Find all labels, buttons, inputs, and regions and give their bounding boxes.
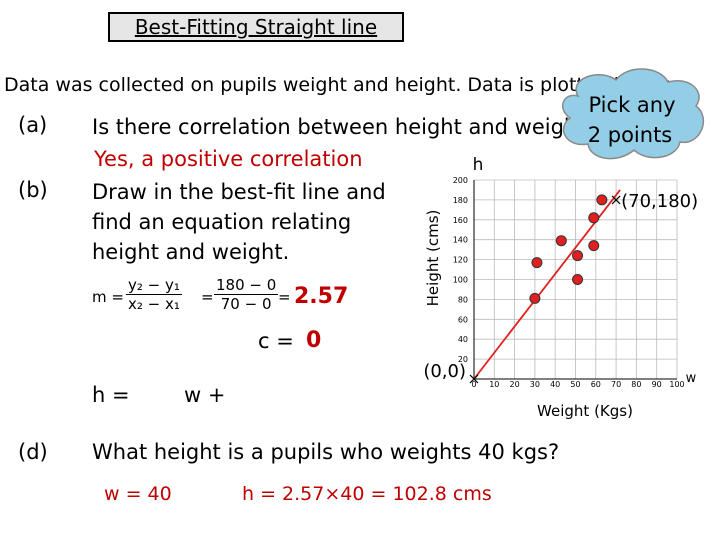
x-tick-label: 20 <box>510 380 520 389</box>
q-label: (b) <box>18 178 48 202</box>
point <box>529 292 541 304</box>
x-tick-label: 80 <box>631 380 641 389</box>
gradient-result: 2.57 <box>294 284 349 309</box>
callout-text: 2 points <box>588 123 673 147</box>
y-axis-label: Height (cms) <box>424 210 442 307</box>
formula-lhs: m = <box>92 288 124 306</box>
x-tick-label: 0 <box>471 380 476 389</box>
title: Best-Fitting Straight line <box>108 12 404 42</box>
fraction: 180 − 0 70 − 0 <box>214 276 279 313</box>
cloud <box>561 68 705 160</box>
answer: Yes, a positive correlation <box>94 147 363 171</box>
y-tick-label: 120 <box>453 256 468 265</box>
q-text: Is there correlation between height and … <box>92 115 597 139</box>
y-tick-label: 100 <box>453 276 468 285</box>
x-tick-label: 90 <box>652 380 662 389</box>
intro: Data was collected on pupils weight and … <box>4 74 670 96</box>
point <box>572 274 584 285</box>
annotation: (0,0) <box>423 361 466 382</box>
x-tick-label: 10 <box>489 380 499 389</box>
numerator: 180 − 0 <box>214 276 279 295</box>
intercept-label: c = <box>258 329 294 353</box>
equation-w: w + <box>184 383 226 407</box>
x-axis-label: Weight (Kgs) <box>537 402 633 420</box>
point <box>588 240 600 252</box>
y-tick-label: 60 <box>458 315 468 324</box>
point-cross <box>611 195 621 205</box>
x-tick-label: 30 <box>530 380 540 389</box>
point <box>572 250 584 262</box>
point <box>531 257 543 269</box>
point <box>588 212 600 224</box>
intercept-value: 0 <box>306 328 322 353</box>
denominator: x₂ − x₁ <box>128 295 180 313</box>
q-text: find an equation relating <box>92 210 352 234</box>
y-tick-label: 200 <box>453 176 468 185</box>
x-tick-label: 60 <box>591 380 601 389</box>
working-given: w = 40 <box>104 483 172 505</box>
q-label: (d) <box>18 440 48 464</box>
y-tick-label: 140 <box>453 236 468 245</box>
callout-text: Pick any <box>588 93 675 117</box>
y-tick-label: 180 <box>453 196 468 205</box>
y-tick-label: 160 <box>453 216 468 225</box>
equation-h: h = <box>92 383 130 407</box>
annotation: (70,180) <box>621 191 698 212</box>
numerator: y₂ − y₁ <box>126 276 182 295</box>
x-tick-label: 40 <box>550 380 560 389</box>
q-text: height and weight. <box>92 240 290 264</box>
y-tick-label: 80 <box>458 295 468 304</box>
equals: = <box>278 288 291 306</box>
denominator: 70 − 0 <box>220 295 272 313</box>
x-var: w <box>686 371 697 386</box>
y-var: h <box>473 155 484 175</box>
x-tick-label: 100 <box>669 380 684 389</box>
q-text: Draw in the best-fit line and <box>92 180 386 204</box>
x-tick-label: 50 <box>570 380 580 389</box>
equals: = <box>201 288 214 306</box>
point-cross <box>469 374 479 384</box>
y-tick-label: 20 <box>458 355 468 364</box>
point <box>555 235 567 247</box>
y-tick-label: 40 <box>458 335 468 344</box>
q-label: (a) <box>18 113 48 137</box>
fraction: y₂ − y₁ x₂ − x₁ <box>126 276 182 313</box>
working-result: h = 2.57×40 = 102.8 cms <box>242 483 492 505</box>
point <box>596 194 608 206</box>
q-text: What height is a pupils who weights 40 k… <box>92 440 560 464</box>
x-tick-label: 70 <box>611 380 621 389</box>
